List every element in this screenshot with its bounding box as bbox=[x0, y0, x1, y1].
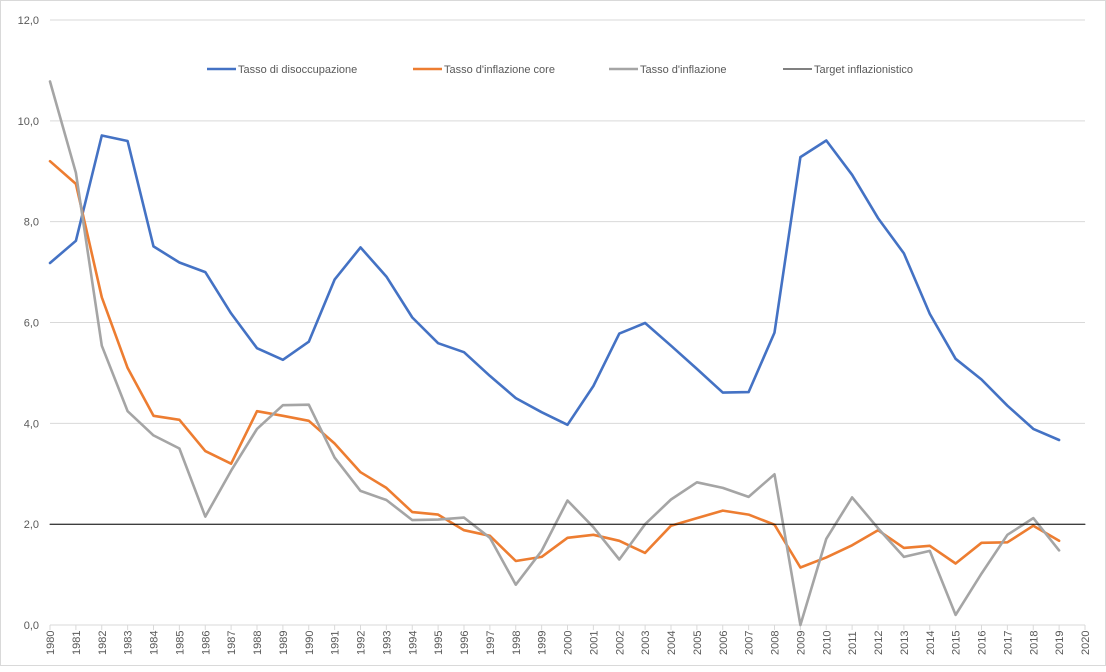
series-line-tasso-d-inflazione bbox=[48, 80, 1061, 627]
x-tick-label: 1993 bbox=[381, 631, 393, 655]
x-tick-label: 1990 bbox=[304, 631, 316, 655]
y-tick-label: 12,0 bbox=[18, 15, 39, 27]
y-tick-label: 4,0 bbox=[24, 418, 39, 430]
x-tick-label: 2011 bbox=[847, 631, 859, 655]
x-tick-label: 2016 bbox=[977, 631, 989, 655]
series-lines bbox=[48, 80, 1086, 627]
x-tick-label: 2017 bbox=[1002, 631, 1014, 655]
legend-item: Tasso d'inflazione core bbox=[413, 64, 555, 76]
x-tick-label: 1984 bbox=[149, 631, 161, 655]
legend-item: Target inflazionistico bbox=[783, 64, 913, 76]
x-tick-label: 2019 bbox=[1054, 631, 1066, 655]
x-tick-label: 2001 bbox=[588, 631, 600, 655]
legend-label: Tasso d'inflazione core bbox=[444, 64, 555, 76]
legend-label: Tasso di disoccupazione bbox=[238, 64, 357, 76]
x-tick-label: 2004 bbox=[666, 631, 678, 655]
x-tick-label: 1981 bbox=[71, 631, 83, 655]
x-tick-label: 2012 bbox=[873, 631, 885, 655]
x-tick-label: 2020 bbox=[1080, 631, 1092, 655]
x-tick-label: 2009 bbox=[795, 631, 807, 655]
series-line-tasso-di-disoccupazione bbox=[48, 134, 1061, 442]
x-tick-label: 2006 bbox=[718, 631, 730, 655]
legend: Tasso di disoccupazione Tasso d'inflazion… bbox=[207, 64, 913, 76]
legend-label: Tasso d'inflazione bbox=[640, 64, 727, 76]
x-tick-label: 2003 bbox=[640, 631, 652, 655]
x-tick-label: 2005 bbox=[692, 631, 704, 655]
x-tick-label: 1982 bbox=[97, 631, 109, 655]
x-tick-label: 1996 bbox=[459, 631, 471, 655]
x-tick-label: 1998 bbox=[511, 631, 523, 655]
y-tick-label: 6,0 bbox=[24, 318, 39, 330]
x-tick-label: 2015 bbox=[951, 631, 963, 655]
x-tick-label: 1999 bbox=[537, 631, 549, 655]
x-tick-label: 2007 bbox=[744, 631, 756, 655]
x-tick-label: 1991 bbox=[330, 631, 342, 655]
y-tick-label: 10,0 bbox=[18, 116, 39, 128]
x-tick-label: 1989 bbox=[278, 631, 290, 655]
x-tick-label: 1980 bbox=[45, 631, 57, 655]
x-tick-label: 1988 bbox=[252, 631, 264, 655]
x-tick-label: 1992 bbox=[356, 631, 368, 655]
x-tick-label: 1994 bbox=[407, 631, 419, 655]
legend-item: Tasso di disoccupazione bbox=[207, 64, 357, 76]
x-tick-label: 1997 bbox=[485, 631, 497, 655]
x-tick-label: 2000 bbox=[563, 631, 575, 655]
x-tick-label: 1995 bbox=[433, 631, 445, 655]
y-tick-label: 2,0 bbox=[24, 519, 39, 531]
x-tick-label: 2010 bbox=[821, 631, 833, 655]
x-tick-label: 2013 bbox=[899, 631, 911, 655]
y-tick-label: 8,0 bbox=[24, 217, 39, 229]
x-tick-label: 2002 bbox=[614, 631, 626, 655]
x-tick-label: 2018 bbox=[1028, 631, 1040, 655]
x-tick-label: 2008 bbox=[770, 631, 782, 655]
y-tick-label: 0,0 bbox=[24, 620, 39, 632]
legend-item: Tasso d'inflazione bbox=[609, 64, 727, 76]
x-tick-label: 1986 bbox=[200, 631, 212, 655]
x-tick-label: 1987 bbox=[226, 631, 238, 655]
legend-label: Target inflazionistico bbox=[814, 64, 913, 76]
series-line-tasso-d-inflazione-core bbox=[48, 159, 1061, 569]
x-tick-label: 1983 bbox=[123, 631, 135, 655]
axes: 0,0 2,0 4,0 6,0 8,0 10,0 12,0 1980 1981 1982 1983 1… bbox=[18, 15, 1092, 655]
x-tick-label: 2014 bbox=[925, 631, 937, 655]
x-tick-label: 1985 bbox=[174, 631, 186, 655]
